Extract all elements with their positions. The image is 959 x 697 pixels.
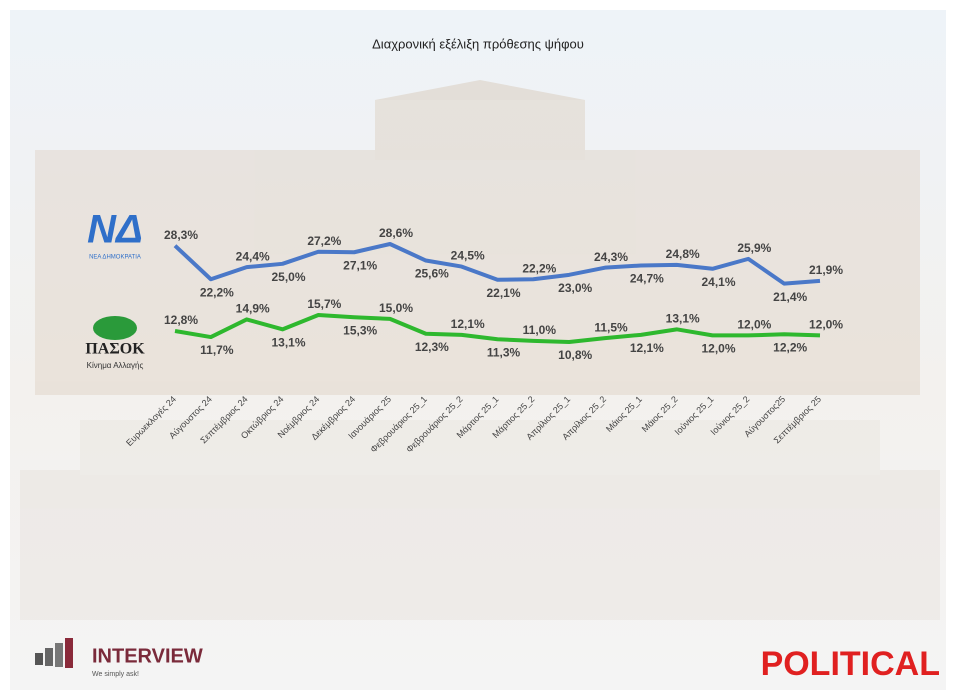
interview-text: INTERVIEW — [92, 645, 203, 667]
data-label: 23,0% — [558, 281, 592, 295]
data-label: 15,3% — [343, 323, 377, 337]
series-line — [174, 313, 821, 344]
data-label: 12,0% — [701, 342, 735, 356]
data-label: 24,4% — [236, 249, 270, 263]
data-label: 28,3% — [164, 228, 198, 242]
data-label: 11,7% — [200, 343, 234, 357]
data-label: 12,1% — [630, 341, 664, 355]
data-label: 28,6% — [379, 226, 413, 240]
data-label: 14,9% — [236, 302, 270, 316]
pasok-sub: Κίνημα Αλλαγής — [87, 361, 144, 370]
data-label: 25,9% — [737, 241, 771, 255]
data-label: 10,8% — [558, 348, 592, 362]
data-label: 11,5% — [594, 320, 628, 334]
data-label: 27,2% — [307, 234, 341, 248]
interview-sub: We simply ask! — [92, 671, 139, 678]
data-label: 25,0% — [271, 270, 305, 284]
data-label: 12,0% — [737, 318, 771, 332]
data-label: 11,0% — [523, 323, 557, 337]
data-label: 24,3% — [594, 250, 628, 264]
data-label: 15,0% — [379, 301, 413, 315]
data-label: 12,1% — [451, 317, 485, 331]
pasok-logo: ΠΑΣΟΚ Κίνημα Αλλαγής — [85, 316, 145, 370]
data-label: 24,7% — [630, 272, 664, 286]
background — [10, 10, 946, 690]
data-label: 24,8% — [666, 247, 700, 261]
data-label: 12,8% — [164, 313, 198, 327]
data-label: 24,5% — [451, 249, 485, 263]
political-logo: POLITICAL — [761, 645, 940, 683]
data-label: 27,1% — [343, 258, 377, 272]
interview-logo: INTERVIEW We simply ask! — [35, 638, 203, 678]
data-label: 15,7% — [307, 297, 341, 311]
data-label: 21,4% — [773, 290, 807, 304]
legend-label: ΠΑΣΟΚ — [85, 341, 145, 358]
data-label: 21,9% — [809, 263, 843, 277]
data-label: 12,2% — [773, 340, 807, 354]
legend-label: ΝΕΑ ΔΗΜΟΚΡΑΤΙΑ — [89, 255, 141, 261]
data-label: 22,2% — [200, 285, 234, 299]
pasok-sun — [93, 316, 137, 340]
chart-title: Διαχρονική εξέλιξη πρόθεσης ψήφου — [372, 36, 584, 51]
data-label: 13,1% — [666, 312, 700, 326]
data-label: 12,3% — [415, 340, 449, 354]
nd-logo: ΝΔ ΝΕΑ ΔΗΜΟΚΡΑΤΙΑ — [87, 208, 143, 261]
data-label: 12,0% — [809, 318, 843, 332]
data-label: 13,1% — [271, 336, 305, 350]
data-label: 11,3% — [487, 345, 521, 359]
data-label: 22,1% — [486, 286, 520, 300]
series-line — [173, 242, 821, 286]
data-label: 24,1% — [701, 275, 735, 289]
data-label: 22,2% — [522, 261, 556, 275]
data-label: 25,6% — [415, 267, 449, 281]
nd-mark: ΝΔ — [87, 208, 143, 252]
